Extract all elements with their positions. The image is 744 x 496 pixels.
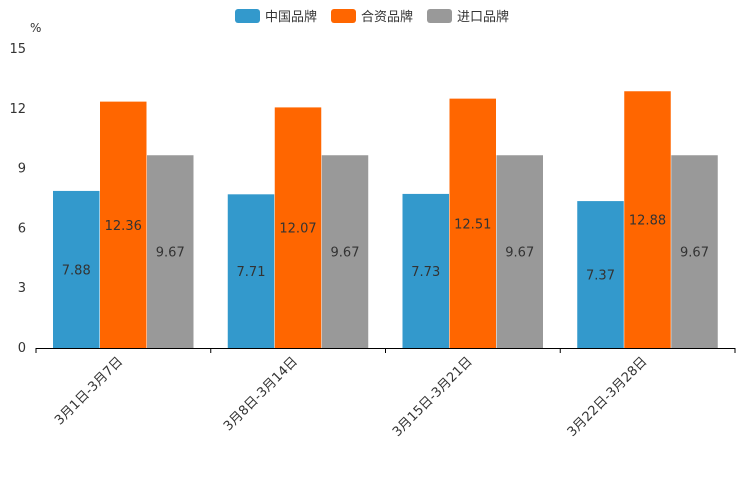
bar-1-1 [274, 107, 322, 348]
legend: 中国品牌 合资品牌 进口品牌 [0, 6, 744, 25]
x-tick-label: 3月15日-3月21日 [390, 354, 476, 440]
y-tick-label: 3 [18, 281, 26, 296]
bar-2-1 [321, 155, 369, 348]
legend-swatch-imported-brand [427, 8, 452, 23]
data-label: 9.67 [156, 246, 185, 261]
bar-0-0 [53, 190, 100, 348]
legend-swatch-joint-venture-brand [330, 8, 356, 23]
bar-0-1 [227, 194, 275, 348]
data-label: 12.88 [629, 214, 666, 229]
data-label: 7.37 [586, 269, 615, 284]
data-label: 7.71 [237, 265, 266, 280]
data-label: 12.51 [454, 217, 491, 232]
bar-0-3 [577, 201, 624, 348]
x-tick-label: 3月8日-3月14日 [221, 354, 301, 434]
bar-1-0 [100, 101, 147, 349]
data-label: 12.36 [105, 219, 142, 234]
legend-item-china-brand[interactable]: 中国品牌 [234, 6, 317, 25]
legend-label-joint-venture-brand: 合资品牌 [360, 10, 413, 25]
bar-2-3 [671, 155, 718, 348]
y-tick-label: 15 [9, 42, 26, 57]
legend-item-imported-brand[interactable]: 进口品牌 [427, 6, 509, 25]
y-tick-label: 9 [18, 162, 26, 177]
data-label: 9.67 [331, 246, 360, 261]
legend-label-imported-brand: 进口品牌 [457, 10, 510, 25]
data-label: 12.07 [279, 222, 316, 237]
y-axis-unit: % [30, 21, 42, 35]
data-label: 7.73 [411, 265, 440, 280]
legend-item-joint-venture-brand[interactable]: 合资品牌 [330, 6, 413, 25]
data-label: 9.67 [680, 246, 709, 261]
bar-1-3 [624, 91, 671, 348]
x-tick-label: 3月22日-3月28日 [565, 354, 651, 440]
y-tick-label: 6 [18, 221, 26, 236]
bar-2-2 [496, 155, 543, 348]
legend-swatch-china-brand [234, 8, 260, 23]
data-label: 9.67 [505, 246, 534, 261]
data-label: 7.88 [62, 263, 91, 278]
bar-0-2 [402, 193, 449, 348]
legend-label-china-brand: 中国品牌 [264, 10, 317, 25]
x-tick-label: 3月1日-3月7日 [52, 354, 126, 428]
y-tick-label: 12 [9, 102, 26, 117]
y-tick-label: 0 [18, 341, 26, 356]
bar-2-0 [147, 155, 194, 348]
bar-1-2 [449, 98, 496, 348]
